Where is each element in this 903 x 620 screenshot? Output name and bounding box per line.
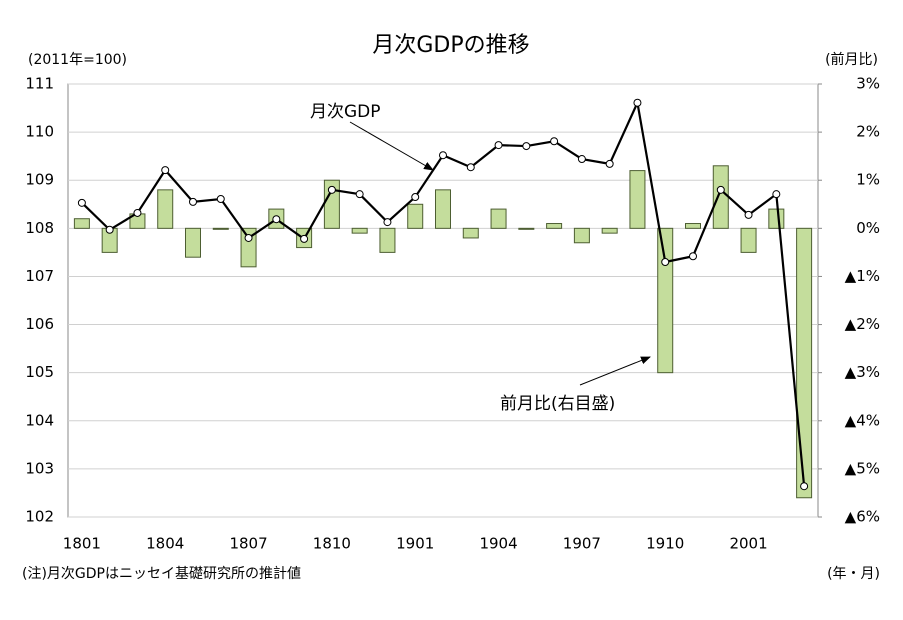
note: (注)月次GDPはニッセイ基礎研究所の推計値: [22, 565, 301, 582]
annotation-arrow: [579, 356, 651, 386]
y-tick-label: 110: [25, 123, 54, 141]
bar: [629, 170, 646, 229]
line-point: [716, 185, 725, 194]
bar: [657, 227, 674, 374]
bar: [796, 227, 813, 499]
x-tick-label: 1801: [63, 535, 101, 553]
line-point: [189, 197, 197, 206]
bar: [435, 189, 451, 229]
line-point: [466, 163, 475, 172]
y2-tick-label: ▲2%: [845, 315, 880, 333]
x-tick-label: 1907: [563, 535, 601, 553]
line-point: [522, 142, 531, 151]
line-point: [550, 137, 559, 146]
x-tick-label: 2001: [729, 535, 767, 553]
line-point: [494, 141, 503, 150]
line-point: [744, 210, 753, 219]
y-tick-label: 105: [25, 363, 54, 381]
x-tick-label: 1810: [313, 535, 351, 553]
y2-tick-label: ▲4%: [845, 411, 880, 429]
bar: [685, 223, 701, 229]
bar: [768, 208, 785, 229]
marks: [73, 98, 813, 499]
line-point: [327, 185, 336, 194]
bar: [740, 227, 757, 253]
y-axis-label: (2011年=100): [28, 52, 127, 68]
line-point: [300, 234, 309, 243]
annotation-arrow: [349, 121, 434, 171]
line-point: [411, 193, 420, 202]
line-point: [216, 194, 225, 203]
line-point: [105, 225, 114, 234]
annotations: 前月比(右目盛) 月次GDP: [310, 102, 615, 414]
y-tick-label: 103: [25, 459, 54, 477]
bar: [73, 218, 90, 229]
series-annotation: 月次GDP: [310, 102, 381, 122]
bar: [185, 227, 201, 258]
y-tick-label: 107: [25, 267, 54, 285]
line-point: [605, 159, 614, 168]
y2-tick-label: ▲3%: [845, 363, 880, 381]
y-tick-label: 111: [25, 75, 54, 93]
line-point: [272, 215, 281, 224]
line-point: [77, 198, 86, 207]
y-tick-label: 108: [25, 219, 54, 237]
series-annotation: 前月比(右目盛): [500, 394, 615, 414]
bar: [490, 208, 507, 229]
bar: [712, 165, 729, 229]
line-point: [661, 258, 670, 267]
bar: [407, 203, 424, 229]
y2-tick-label: ▲5%: [845, 459, 880, 477]
line-point: [800, 482, 809, 491]
chart-title: 月次GDPの推移: [372, 33, 529, 58]
line-point: [439, 151, 447, 160]
bar: [379, 227, 396, 253]
y-tick-label: 109: [25, 171, 54, 189]
y2-axis-label: (前月比): [825, 51, 878, 68]
bar: [518, 227, 535, 230]
line-point: [383, 218, 392, 227]
y2-tick-label: 0%: [856, 219, 880, 237]
bar: [462, 227, 479, 239]
y-tick-label: 102: [25, 508, 54, 526]
y2-tick-label: ▲1%: [845, 267, 880, 285]
line-point: [577, 155, 586, 164]
grid: 102 103 104 105 106 107 108 109 110 111 3% 2% 1% 0% ▲1…: [25, 75, 880, 553]
line-point: [161, 166, 170, 175]
line-point: [633, 98, 642, 107]
y-tick-label: 104: [25, 411, 54, 429]
bar: [546, 223, 563, 229]
line-point: [355, 190, 364, 199]
x-tick-label: 1910: [646, 535, 684, 553]
bar: [601, 227, 618, 234]
y-tick-label: 106: [25, 315, 54, 333]
bar: [157, 189, 174, 229]
y2-tick-label: 2%: [856, 123, 880, 141]
y2-tick-label: 1%: [856, 171, 880, 189]
x-axis-label: (年・月): [827, 566, 880, 582]
line-point: [244, 233, 253, 242]
x-tick-label: 1807: [229, 535, 267, 553]
x-tick-label: 1904: [479, 535, 517, 553]
line-point: [772, 190, 781, 199]
y2-tick-label: 3%: [856, 75, 880, 93]
line-point: [689, 252, 697, 261]
bar: [212, 227, 229, 230]
y2-tick-label: ▲6%: [845, 508, 880, 526]
x-tick-label: 1901: [396, 535, 434, 553]
bar: [351, 227, 368, 234]
line-point: [133, 208, 142, 217]
x-tick-label: 1804: [146, 535, 184, 553]
bar: [573, 227, 590, 244]
